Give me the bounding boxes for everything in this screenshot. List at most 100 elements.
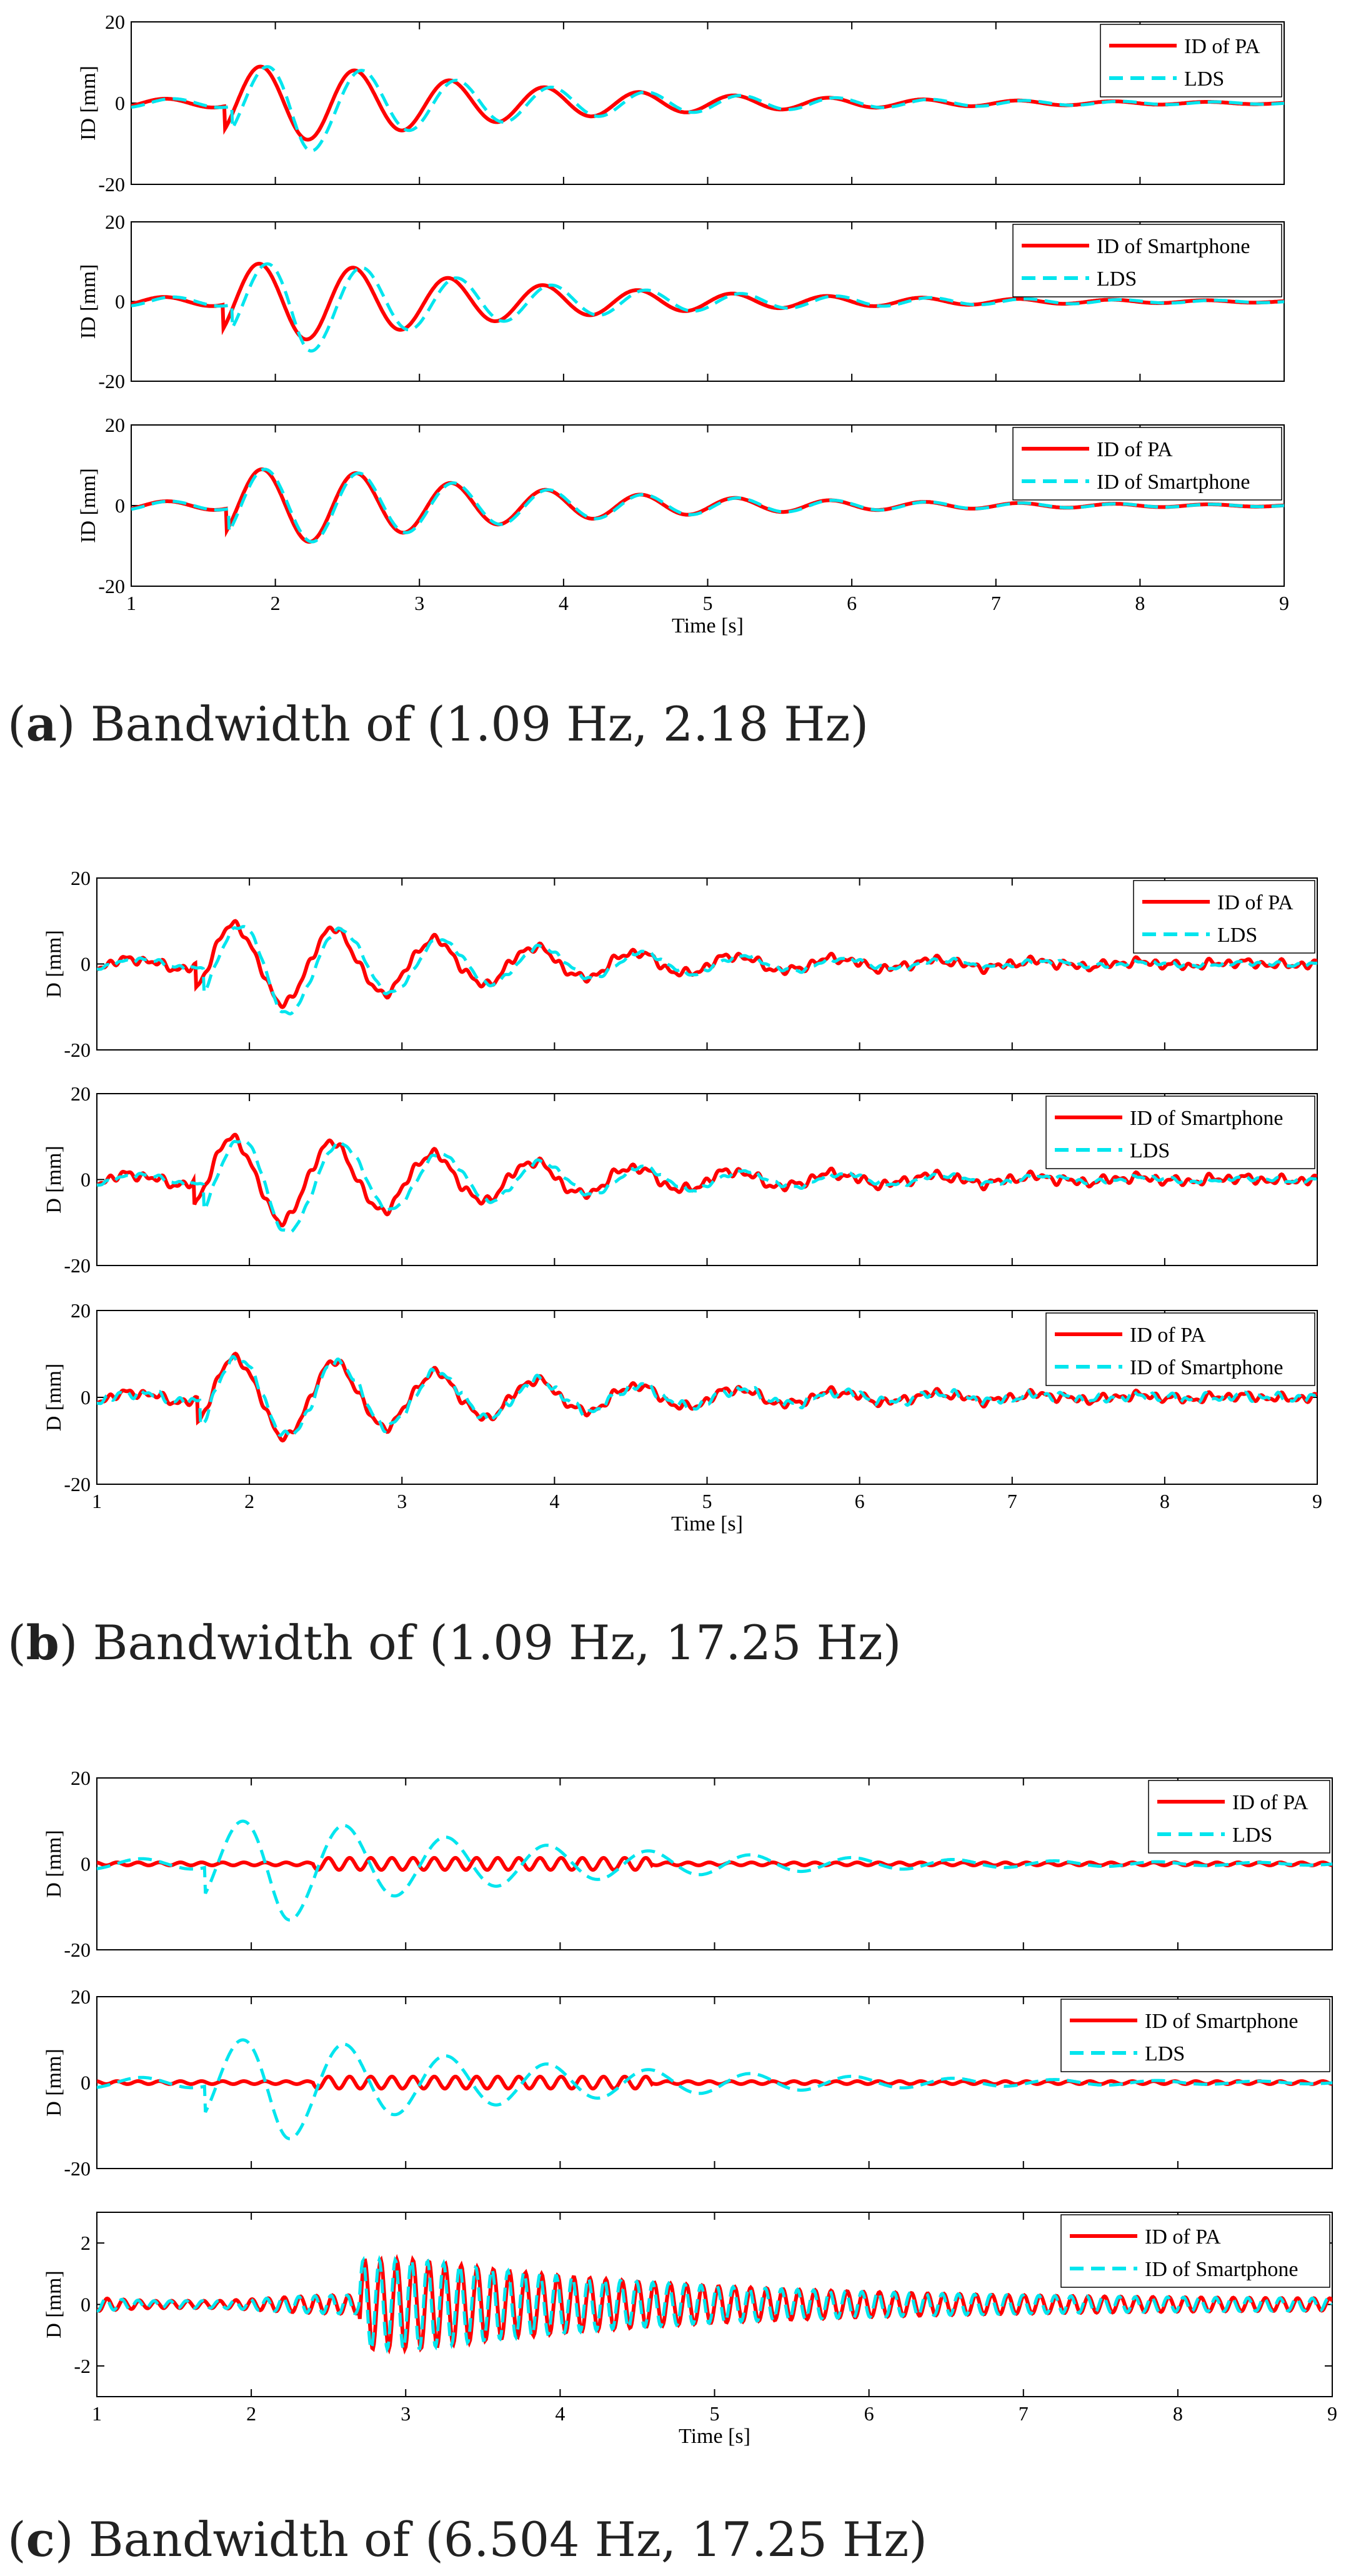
series-line-lds xyxy=(131,262,1284,353)
x-tick-label: 9 xyxy=(1312,1490,1322,1512)
x-tick-label: 6 xyxy=(855,1490,865,1512)
y-tick-label: -20 xyxy=(64,1254,91,1277)
legend-box xyxy=(1060,1999,1330,2072)
x-tick-label: 4 xyxy=(555,2402,565,2425)
y-tick-label: -20 xyxy=(64,1039,91,1061)
series-line-lds xyxy=(97,925,1317,1016)
y-tick-label: 20 xyxy=(105,414,125,436)
y-axis-label: D [mm] xyxy=(42,2270,66,2339)
legend-label: ID of PA xyxy=(1217,891,1294,914)
figure-caption-b: (b) Bandwidth of (1.09 Hz, 17.25 Hz) xyxy=(7,1615,901,1670)
legend-label: ID of PA xyxy=(1145,2225,1221,2249)
x-axis-label: Time [s] xyxy=(672,614,744,637)
y-tick-label: 20 xyxy=(71,1767,91,1789)
series-line-lds xyxy=(97,1819,1332,1922)
x-tick-label: 7 xyxy=(1007,1490,1017,1512)
y-tick-label: 0 xyxy=(115,92,125,114)
legend-label: ID of PA xyxy=(1097,438,1173,461)
legend-box xyxy=(1148,1780,1330,1854)
y-axis-label: D [mm] xyxy=(42,1146,66,1214)
legend-label: LDS xyxy=(1145,2042,1185,2065)
legend-label: ID of Smartphone xyxy=(1145,2258,1299,2281)
y-axis-label: D [mm] xyxy=(42,1364,66,1432)
series-line-id-of-smartphone xyxy=(97,2255,1332,2354)
legend-label: ID of Smartphone xyxy=(1097,235,1250,258)
chart-panel-b-1: -20 0 20 D [mm] ID of PA LDS xyxy=(42,867,1318,1061)
legend-label: ID of PA xyxy=(1130,1324,1206,1347)
x-tick-label: 8 xyxy=(1173,2402,1183,2425)
legend-box xyxy=(1133,880,1315,954)
x-tick-label: 3 xyxy=(401,2402,411,2425)
y-axis-label: D [mm] xyxy=(42,1830,66,1898)
y-tick-label: -20 xyxy=(98,173,125,196)
y-tick-label: -20 xyxy=(64,1473,91,1495)
series-line-id-of-pa xyxy=(97,919,1317,1009)
y-tick-label: -20 xyxy=(98,370,125,392)
figure-caption-c: (c) Bandwidth of (6.504 Hz, 17.25 Hz) xyxy=(7,2512,927,2567)
chart-panel-a-2: -20 0 20 ID [mm] ID of Smartphone LDS xyxy=(77,211,1285,392)
chart-panel-b-3: -20 0 20 1 2 3 4 5 6 7 8 9 D [mm] Time [s] ID of PA ID … xyxy=(42,1299,1322,1535)
y-axis-label: ID [mm] xyxy=(77,468,100,543)
y-tick-label: 0 xyxy=(81,2294,91,2316)
x-axis-label: Time [s] xyxy=(671,1512,743,1535)
y-tick-label: 0 xyxy=(115,291,125,313)
y-tick-label: -20 xyxy=(64,2157,91,2180)
x-tick-label: 6 xyxy=(847,592,857,614)
series-line-id-of-smartphone xyxy=(97,1132,1317,1227)
legend-label: ID of Smartphone xyxy=(1097,471,1250,494)
chart-panel-c-3: -2 0 2 1 2 3 4 5 6 7 8 9 D [mm] Time [s] ID of PA ID of… xyxy=(42,2212,1337,2448)
series-line-lds xyxy=(97,1138,1317,1234)
y-tick-label: 0 xyxy=(81,953,91,976)
series-line-id-of-smartphone xyxy=(97,1355,1317,1439)
legend-label: ID of Smartphone xyxy=(1130,1107,1284,1130)
x-tick-label: 7 xyxy=(1019,2402,1029,2425)
legend-box xyxy=(1012,224,1282,297)
legend-box xyxy=(1045,1096,1315,1169)
y-axis-label: ID [mm] xyxy=(77,264,100,339)
x-tick-label: 2 xyxy=(271,592,281,614)
y-tick-label: 20 xyxy=(105,211,125,233)
series-line-lds xyxy=(97,2038,1332,2140)
x-tick-label: 9 xyxy=(1279,592,1289,614)
legend-label: ID of Smartphone xyxy=(1130,1356,1284,1379)
y-axis-label: D [mm] xyxy=(42,2049,66,2117)
x-tick-label: 1 xyxy=(92,2402,102,2425)
x-tick-label: 5 xyxy=(710,2402,720,2425)
legend-label: ID of PA xyxy=(1232,1791,1309,1814)
y-tick-label: 20 xyxy=(71,867,91,889)
series-line-id-of-smartphone xyxy=(97,2074,1332,2091)
x-tick-label: 2 xyxy=(246,2402,256,2425)
y-tick-label: 20 xyxy=(105,11,125,33)
x-tick-label: 8 xyxy=(1160,1490,1170,1512)
x-axis-label: Time [s] xyxy=(679,2425,750,2448)
series-line-lds xyxy=(131,65,1284,152)
y-tick-label: 0 xyxy=(81,1169,91,1191)
legend-label: ID of PA xyxy=(1184,35,1260,58)
x-tick-label: 8 xyxy=(1135,592,1145,614)
x-tick-label: 5 xyxy=(702,1490,712,1512)
legend-label: LDS xyxy=(1097,267,1137,291)
chart-panel-a-1: -20 0 20 ID [mm] ID of PA LDS xyxy=(77,11,1285,196)
y-tick-label: 2 xyxy=(81,2232,91,2254)
y-tick-label: 0 xyxy=(81,1386,91,1409)
legend-box xyxy=(1045,1312,1315,1386)
y-tick-label: -20 xyxy=(64,1939,91,1961)
chart-panel-c-1: -20 0 20 D [mm] ID of PA LDS xyxy=(42,1767,1333,1961)
legend-label: LDS xyxy=(1232,1824,1272,1847)
x-tick-label: 5 xyxy=(703,592,713,614)
x-tick-label: 3 xyxy=(414,592,424,614)
y-tick-label: 20 xyxy=(71,1299,91,1322)
y-axis-label: ID [mm] xyxy=(77,66,100,141)
chart-panel-c-2: -20 0 20 D [mm] ID of Smartphone LDS xyxy=(42,1985,1333,2180)
legend-box xyxy=(1060,2214,1330,2288)
y-tick-label: 0 xyxy=(81,1853,91,1875)
x-tick-label: 1 xyxy=(92,1490,102,1512)
figure-caption-a: (a) Bandwidth of (1.09 Hz, 2.18 Hz) xyxy=(7,696,869,752)
y-tick-label: 20 xyxy=(71,1082,91,1105)
x-tick-label: 9 xyxy=(1327,2402,1337,2425)
chart-panel-b-2: -20 0 20 D [mm] ID of Smartphone LDS xyxy=(42,1082,1318,1277)
x-tick-label: 1 xyxy=(126,592,136,614)
legend-label: LDS xyxy=(1217,924,1257,947)
chart-panel-a-3: -20 0 20 1 2 3 4 5 6 7 8 9 ID [mm] Time [s] ID of PA ID… xyxy=(77,414,1289,637)
